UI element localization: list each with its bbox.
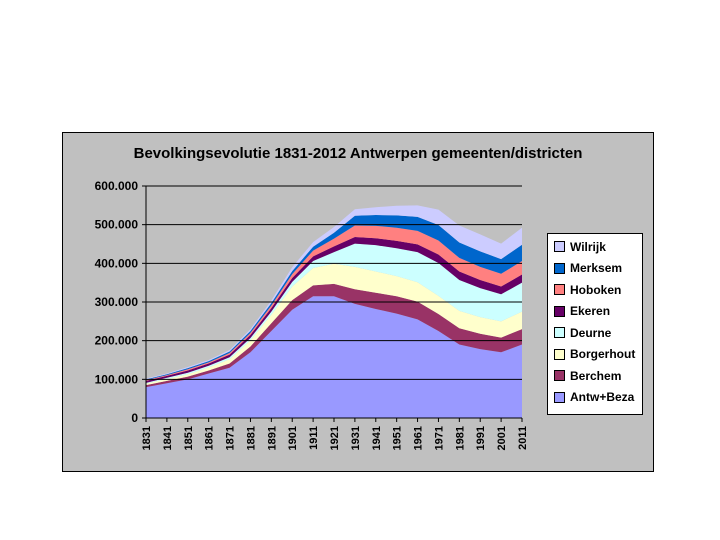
legend-item: Berchem xyxy=(554,365,642,387)
legend-swatch xyxy=(554,262,565,274)
x-tick-label-12: 1951 xyxy=(392,426,404,450)
x-tick-label-10: 1931 xyxy=(350,426,362,450)
legend-swatch xyxy=(554,370,565,382)
chart-frame: Bevolkingsevolutie 1831-2012 Antwerpen g… xyxy=(62,132,654,472)
legend-label: Borgerhout xyxy=(570,347,636,362)
legend-item: Borgerhout xyxy=(554,344,642,366)
legend-item: Hoboken xyxy=(554,279,642,301)
area-series-4 xyxy=(146,237,522,383)
x-tick-label-5: 1881 xyxy=(245,426,257,450)
x-tick-label-16: 1991 xyxy=(475,426,487,450)
legend-label: Ekeren xyxy=(570,304,611,319)
x-tick-label-1: 1841 xyxy=(162,426,174,450)
x-tick-label-17: 2001 xyxy=(496,426,508,450)
legend-label: Merksem xyxy=(570,261,623,276)
legend-swatch xyxy=(554,327,565,339)
area-series-0 xyxy=(146,296,522,418)
y-tick-label-4: 400.000 xyxy=(95,256,139,270)
x-tick-label-3: 1861 xyxy=(204,426,216,450)
legend-item: Wilrijk xyxy=(554,236,642,258)
y-tick-label-1: 100.000 xyxy=(95,372,139,386)
area-series-3 xyxy=(146,243,522,384)
x-tick-label-7: 1901 xyxy=(287,426,299,450)
y-tick-label-0: 0 xyxy=(131,411,138,425)
legend-label: Hoboken xyxy=(570,282,622,297)
area-series-2 xyxy=(146,263,522,386)
legend: Wilrijk Merksem Hoboken Ekeren Deurne Borgerh… xyxy=(547,233,643,415)
y-tick-label-3: 300.000 xyxy=(95,295,139,309)
legend-label: Berchem xyxy=(570,368,622,383)
legend-item: Merksem xyxy=(554,258,642,280)
chart-title: Bevolkingsevolutie 1831-2012 Antwerpen g… xyxy=(133,145,583,162)
x-tick-label-14: 1971 xyxy=(433,426,445,450)
x-tick-label-4: 1871 xyxy=(225,426,237,450)
legend-label: Deurne xyxy=(570,325,612,340)
x-tick-label-11: 1941 xyxy=(371,426,383,450)
legend-swatch xyxy=(554,241,565,253)
legend-item: Deurne xyxy=(554,322,642,344)
y-tick-label-2: 200.000 xyxy=(95,334,139,348)
area-series-1 xyxy=(146,283,522,388)
x-tick-label-8: 1911 xyxy=(308,426,320,450)
x-tick-label-13: 1961 xyxy=(413,426,425,450)
x-tick-label-18: 2011 xyxy=(517,426,529,450)
legend-label: Antw+Beza xyxy=(570,390,635,405)
legend-swatch xyxy=(554,305,565,317)
x-tick-label-15: 1981 xyxy=(454,426,466,450)
chart-plot: 0 100.000 200.000 300.000 400.000 500.000 600.… xyxy=(95,179,529,450)
legend-swatch xyxy=(554,391,565,403)
x-tick-label-0: 1831 xyxy=(141,426,153,450)
x-tick-label-6: 1891 xyxy=(266,426,278,450)
legend-item: Antw+Beza xyxy=(554,387,642,409)
x-tick-label-9: 1921 xyxy=(329,426,341,450)
legend-label: Wilrijk xyxy=(570,239,606,254)
legend-swatch xyxy=(554,284,565,296)
legend-swatch xyxy=(554,348,565,360)
y-tick-label-5: 500.000 xyxy=(95,218,139,232)
x-tick-label-2: 1851 xyxy=(183,426,195,450)
y-tick-label-6: 600.000 xyxy=(95,179,139,193)
legend-item: Ekeren xyxy=(554,301,642,323)
